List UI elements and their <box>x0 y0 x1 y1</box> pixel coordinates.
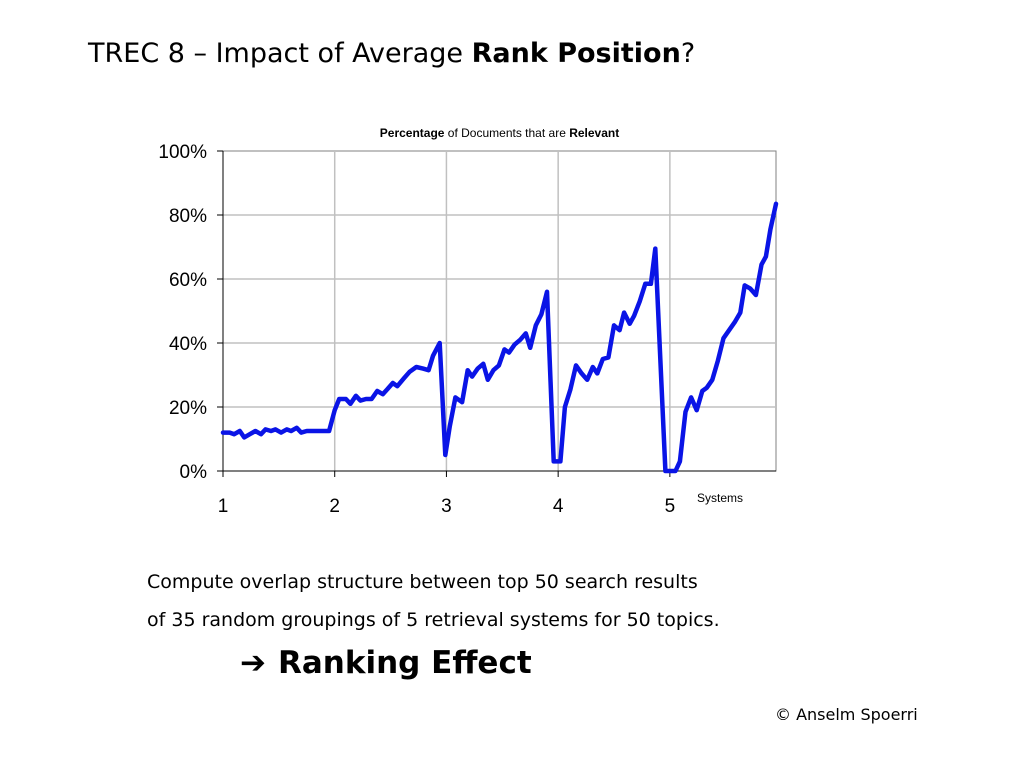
y-tick-label: 100% <box>158 142 207 163</box>
y-tick-label: 80% <box>169 206 207 227</box>
chart-title-part: Percentage <box>380 126 445 140</box>
x-axis-label: Systems <box>697 491 743 505</box>
series-line <box>220 201 779 474</box>
y-tick-label: 60% <box>169 270 207 291</box>
chart-title-part: Relevant <box>569 126 619 140</box>
caption-line-2: of 35 random groupings of 5 retrieval sy… <box>147 609 720 631</box>
x-tick-label: 5 <box>665 496 676 517</box>
x-tick-label: 1 <box>218 496 229 517</box>
plot-frame <box>222 150 777 472</box>
x-tick-label: 2 <box>329 496 340 517</box>
conclusion-text: Ranking Effect <box>277 645 532 681</box>
series-group <box>220 201 779 474</box>
chart-title-text: Percentage of Documents that are Relevan… <box>380 126 619 140</box>
conclusion: ➔ Ranking Effect <box>240 645 532 681</box>
tick-labels: 0% 20% 40% 60% 80% 100% 1 2 3 4 5 <box>158 142 675 517</box>
chart-title: Percentage of Documents that are Relevan… <box>380 126 619 140</box>
chart-title-part: of Documents that are <box>444 126 569 140</box>
y-tick-label: 20% <box>169 398 207 419</box>
title-bold: Rank Position <box>471 38 681 69</box>
arrow-right-icon: ➔ <box>240 645 266 681</box>
y-tick-label: 0% <box>180 462 208 483</box>
x-tick-label: 4 <box>553 496 564 517</box>
slide-title: TREC 8 – Impact of Average Rank Position… <box>88 38 695 69</box>
caption: Compute overlap structure between top 50… <box>147 563 720 639</box>
title-suffix: ? <box>680 38 696 69</box>
x-tick-label: 3 <box>441 496 452 517</box>
axes <box>217 150 776 477</box>
caption-line-1: Compute overlap structure between top 50… <box>147 571 698 593</box>
copyright: © Anselm Spoerri <box>775 705 918 724</box>
title-prefix: TREC 8 – Impact of Average <box>88 38 472 69</box>
y-tick-label: 40% <box>169 334 207 355</box>
grid-lines <box>223 151 776 471</box>
